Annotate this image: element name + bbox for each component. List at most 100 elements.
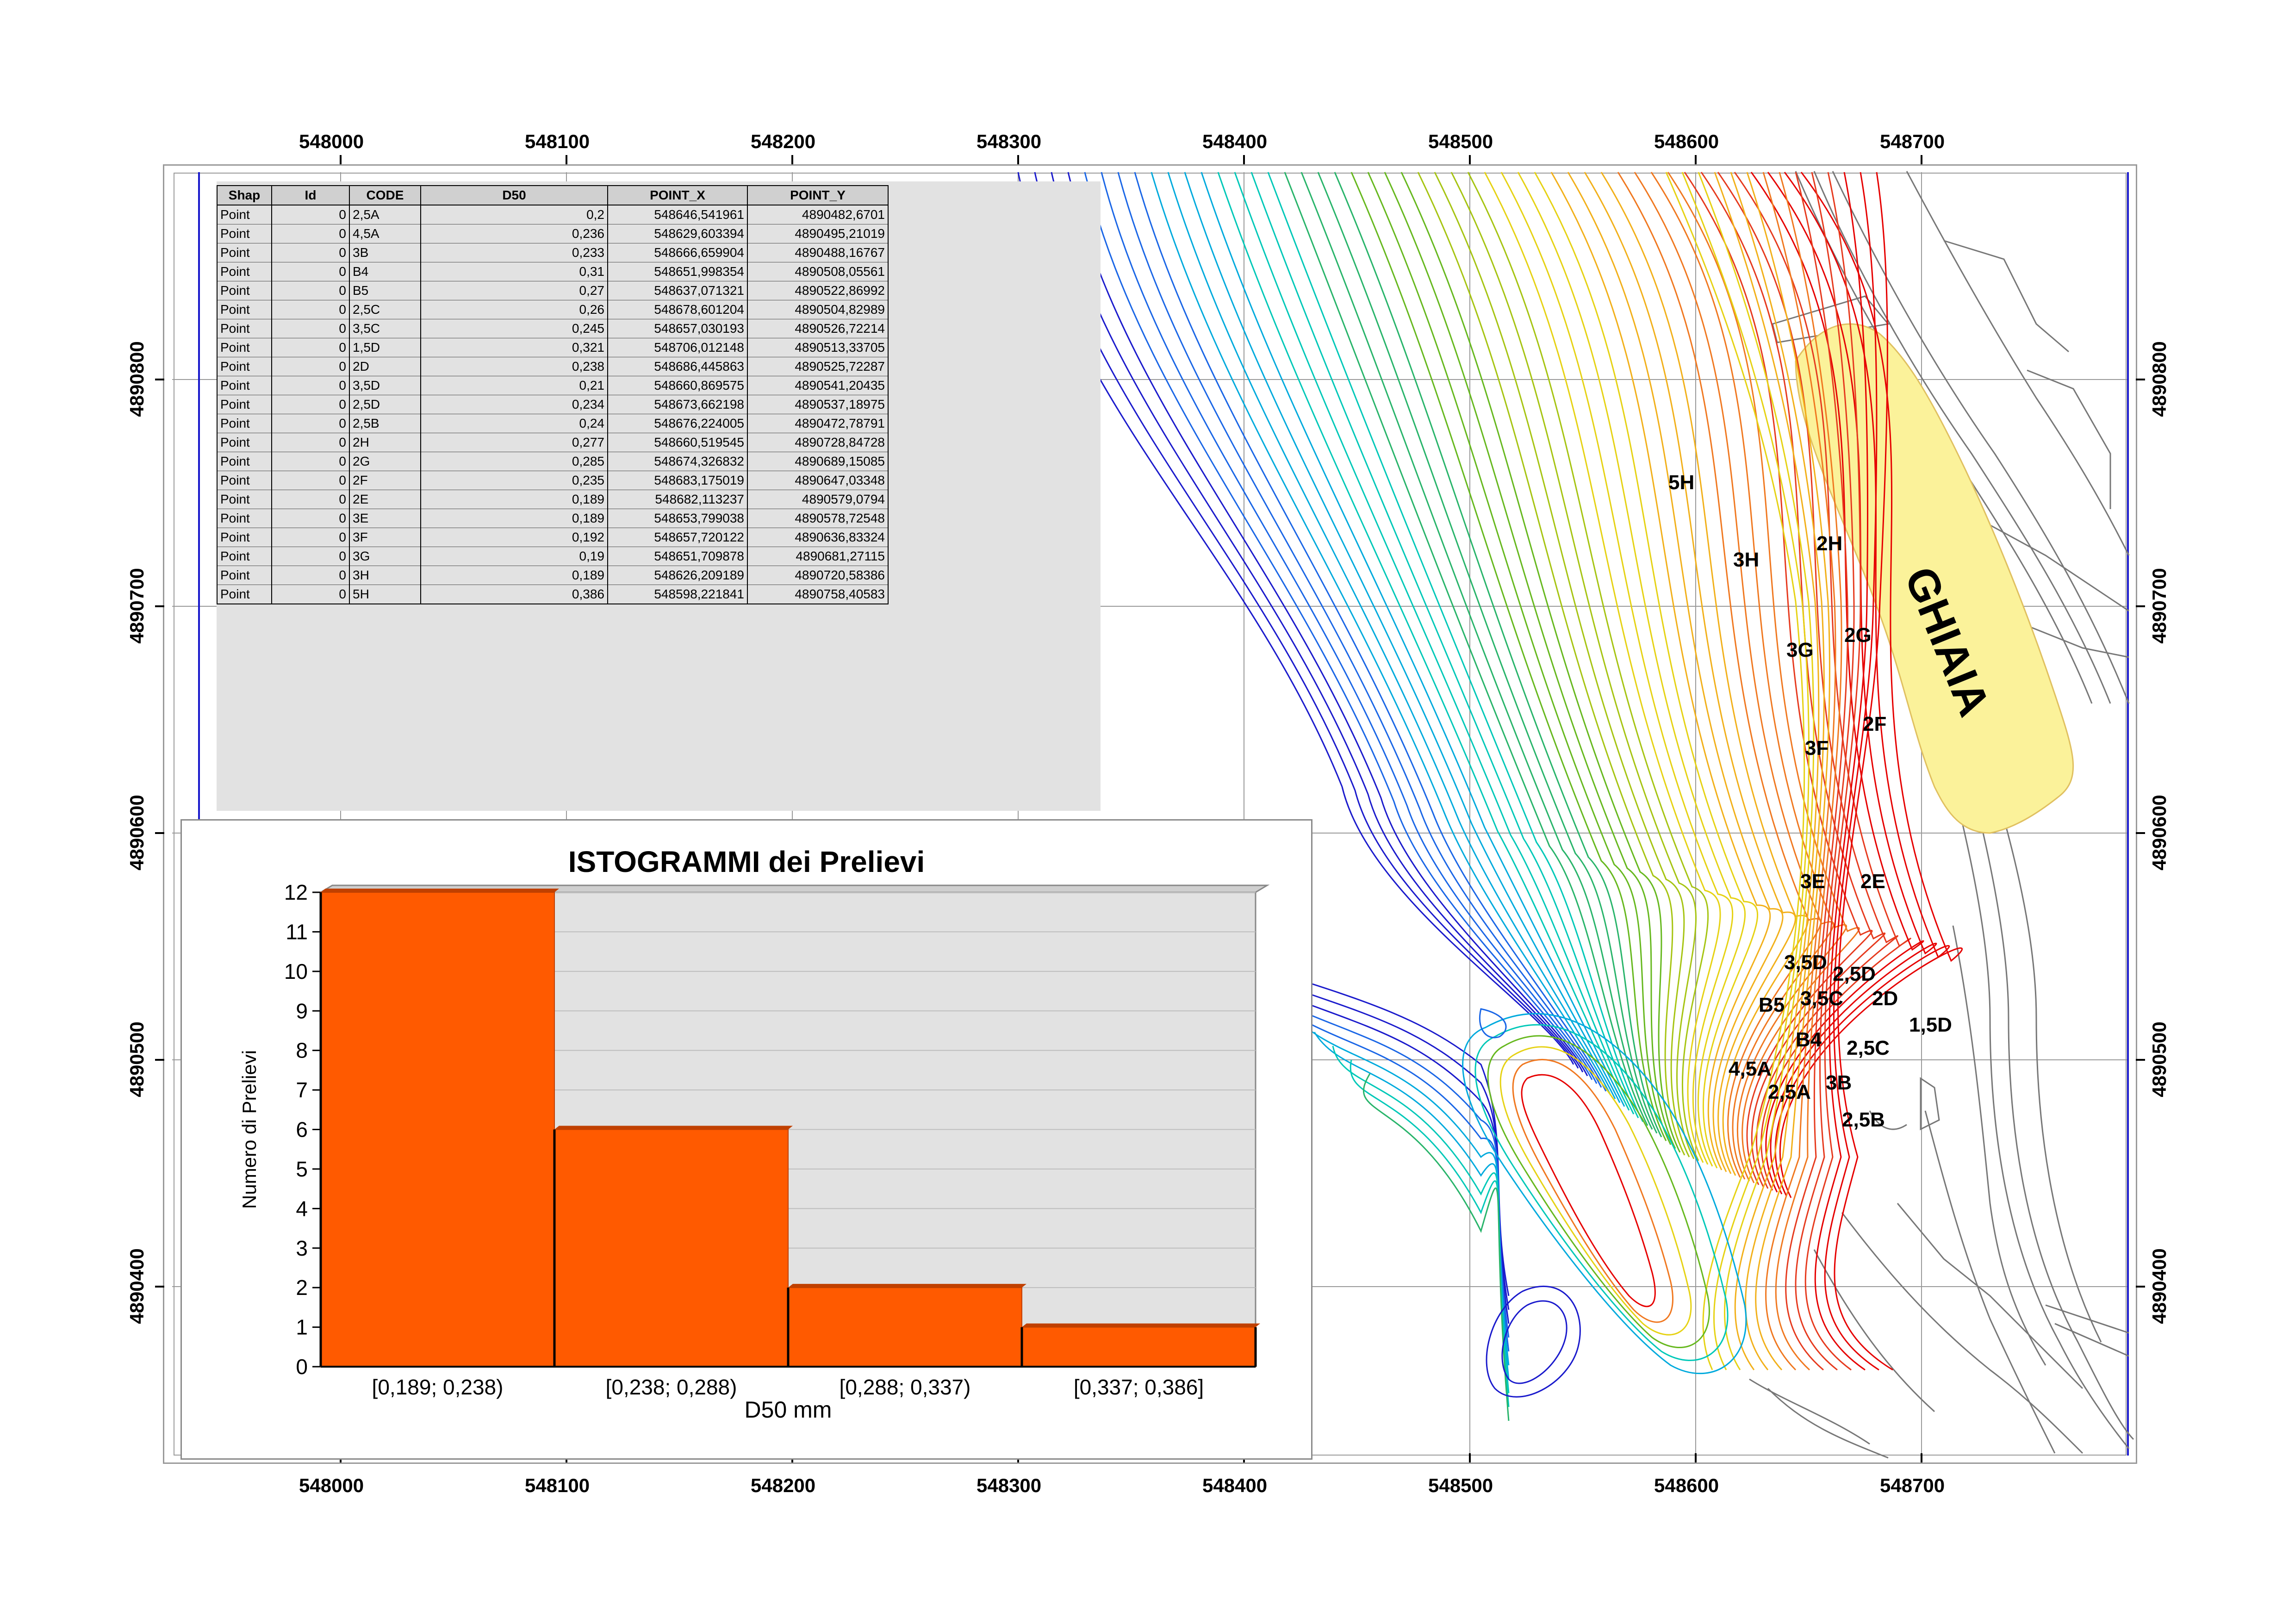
table-cell: 0,26 (420, 300, 608, 319)
table-cell: 3E (349, 509, 421, 528)
column-header[interactable]: Id (271, 185, 350, 205)
table-row[interactable]: Point 0 B5 0,27 548637,071321 4890522,86992 (217, 281, 889, 300)
y-tick-label: 10 (284, 959, 308, 983)
table-cell: Point (217, 471, 272, 490)
contour-line (1750, 172, 1924, 1193)
table-cell: 2G (349, 452, 421, 471)
table-row[interactable]: Point 0 3B 0,233 548666,659904 4890488,16767 (217, 243, 889, 262)
table-row[interactable]: Point 0 3,5D 0,21 548660,869575 4890541,20435 (217, 376, 889, 395)
histogram-bar (554, 1129, 789, 1367)
contour-line (1313, 1032, 1510, 1380)
table-cell: 548674,326832 (607, 452, 748, 471)
table-row[interactable]: Point 0 4,5A 0,236 548629,603394 4890495,2101… (217, 224, 889, 243)
sample-label: 4,5A (1729, 1058, 1772, 1080)
table-row[interactable]: Point 0 2G 0,285 548674,326832 4890689,15085 (217, 452, 889, 471)
table-cell: 5H (349, 585, 421, 604)
x-category-label: [0,189; 0,238) (372, 1375, 504, 1399)
table-cell: Point (217, 281, 272, 300)
x-category-label: [0,288; 0,337) (840, 1375, 971, 1399)
y-tick-label-right: 4890500 (2148, 1021, 2170, 1097)
histogram-bar (320, 892, 555, 1367)
y-tick-label-right: 4890700 (2148, 568, 2170, 644)
histogram-bar (788, 1287, 1022, 1368)
table-row[interactable]: Point 0 3H 0,189 548626,209189 4890720,58386 (217, 566, 889, 585)
table-row[interactable]: Point 0 2,5A 0,2 548646,541961 4890482,6701 (217, 205, 889, 224)
table-cell: 548706,012148 (607, 338, 748, 357)
contour-line (1698, 172, 1815, 1370)
table-cell: 4890541,20435 (747, 376, 889, 395)
contour-line (1051, 172, 1584, 1073)
table-row[interactable]: Point 0 2H 0,277 548660,519545 4890728,84728 (217, 433, 889, 452)
table-cell: Point (217, 585, 272, 604)
table-cell: Point (217, 452, 272, 471)
table-cell: Point (217, 300, 272, 319)
y-tick-label: 8 (296, 1039, 308, 1063)
x-category-label: [0,337; 0,386] (1074, 1375, 1204, 1399)
column-header[interactable]: D50 (420, 185, 608, 205)
table-row[interactable]: Point 0 2,5C 0,26 548678,601204 4890504,82989 (217, 300, 889, 319)
histogram-panel: ISTOGRAMMI dei Prelievi 0 1 2 3 4 5 6 7 8 9 10 11 12… (180, 819, 1312, 1460)
table-cell: 0 (271, 376, 350, 395)
x-tick-label-top: 548700 (1880, 131, 1945, 152)
contour-line (1584, 172, 1796, 1174)
table-cell: 0,236 (420, 224, 608, 243)
table-row[interactable]: Point 0 2,5B 0,24 548676,224005 4890472,78791 (217, 414, 889, 433)
table-cell: 0,21 (420, 376, 608, 395)
table-row[interactable]: Point 0 3E 0,189 548653,799038 4890578,72548 (217, 509, 889, 528)
table-cell: 548660,869575 (607, 376, 748, 395)
contour-line (1775, 172, 1842, 1371)
table-cell: Point (217, 376, 272, 395)
table-cell: 2F (349, 471, 421, 490)
contour-line (1267, 172, 1644, 1122)
table-row[interactable]: Point 0 5H 0,386 548598,221841 4890758,40583 (217, 585, 889, 604)
table-row[interactable]: Point 0 2E 0,189 548682,113237 4890579,0794 (217, 490, 889, 509)
table-cell: 0 (271, 585, 350, 604)
table-cell: 548651,709878 (607, 547, 748, 566)
table-row[interactable]: Point 0 1,5D 0,321 548706,012148 4890513,3370… (217, 338, 889, 357)
table-row[interactable]: Point 0 3,5C 0,245 548657,030193 4890526,7221… (217, 319, 889, 338)
column-header[interactable]: Shap (217, 185, 272, 205)
chart-title: ISTOGRAMMI dei Prelievi (568, 845, 925, 878)
sample-label: 3E (1800, 870, 1825, 893)
x-tick-label-top: 548500 (1428, 131, 1493, 152)
contour-line (1200, 172, 1625, 1107)
table-cell: 0,189 (420, 566, 608, 585)
table-row[interactable]: Point 0 2,5D 0,234 548673,662198 4890537,1897… (217, 395, 889, 414)
contour-line (1617, 172, 1822, 1178)
table-cell: 3,5C (349, 319, 421, 338)
table-cell: 0,189 (420, 490, 608, 509)
contour-line (1814, 172, 1869, 1371)
table-cell: 548637,071321 (607, 281, 748, 300)
bar-top (1022, 1323, 1260, 1327)
column-header[interactable]: POINT_X (607, 185, 748, 205)
sample-label: B5 (1759, 994, 1785, 1016)
table-cell: 3,5D (349, 376, 421, 395)
table-row[interactable]: Point 0 2F 0,235 548683,175019 4890647,03348 (217, 471, 889, 490)
column-header[interactable]: POINT_Y (747, 185, 889, 205)
table-row[interactable]: Point 0 2D 0,238 548686,445863 4890525,72287 (217, 357, 889, 376)
table-row[interactable]: Point 0 3G 0,19 548651,709878 4890681,27115 (217, 547, 889, 566)
table-cell: 4890482,6701 (747, 205, 889, 224)
table-cell: Point (217, 319, 272, 338)
sample-label: 2G (1844, 624, 1872, 647)
column-header[interactable]: CODE (349, 185, 421, 205)
table-cell: 3B (349, 243, 421, 262)
table-cell: 0 (271, 300, 350, 319)
contour-line (1184, 172, 1621, 1103)
y-tick-label-left: 4890600 (126, 795, 148, 871)
table-cell: 4890472,78791 (747, 414, 889, 433)
contour-line (1362, 1073, 1510, 1421)
table-cell: 0 (271, 243, 350, 262)
table-cell: Point (217, 205, 272, 224)
table-cell: 548673,662198 (607, 395, 748, 414)
contour-line (1295, 1017, 1510, 1366)
x-tick-label-top: 548400 (1202, 131, 1268, 152)
table-cell: B4 (349, 262, 421, 281)
table-row[interactable]: Point 0 3F 0,192 548657,720122 4890636,83324 (217, 528, 889, 547)
contour-line (1824, 172, 1879, 1371)
table-cell: Point (217, 509, 272, 528)
table-row[interactable]: Point 0 B4 0,31 548651,998354 4890508,05561 (217, 262, 889, 281)
table-cell: 0,238 (420, 357, 608, 376)
contour-line (1762, 172, 1836, 1371)
